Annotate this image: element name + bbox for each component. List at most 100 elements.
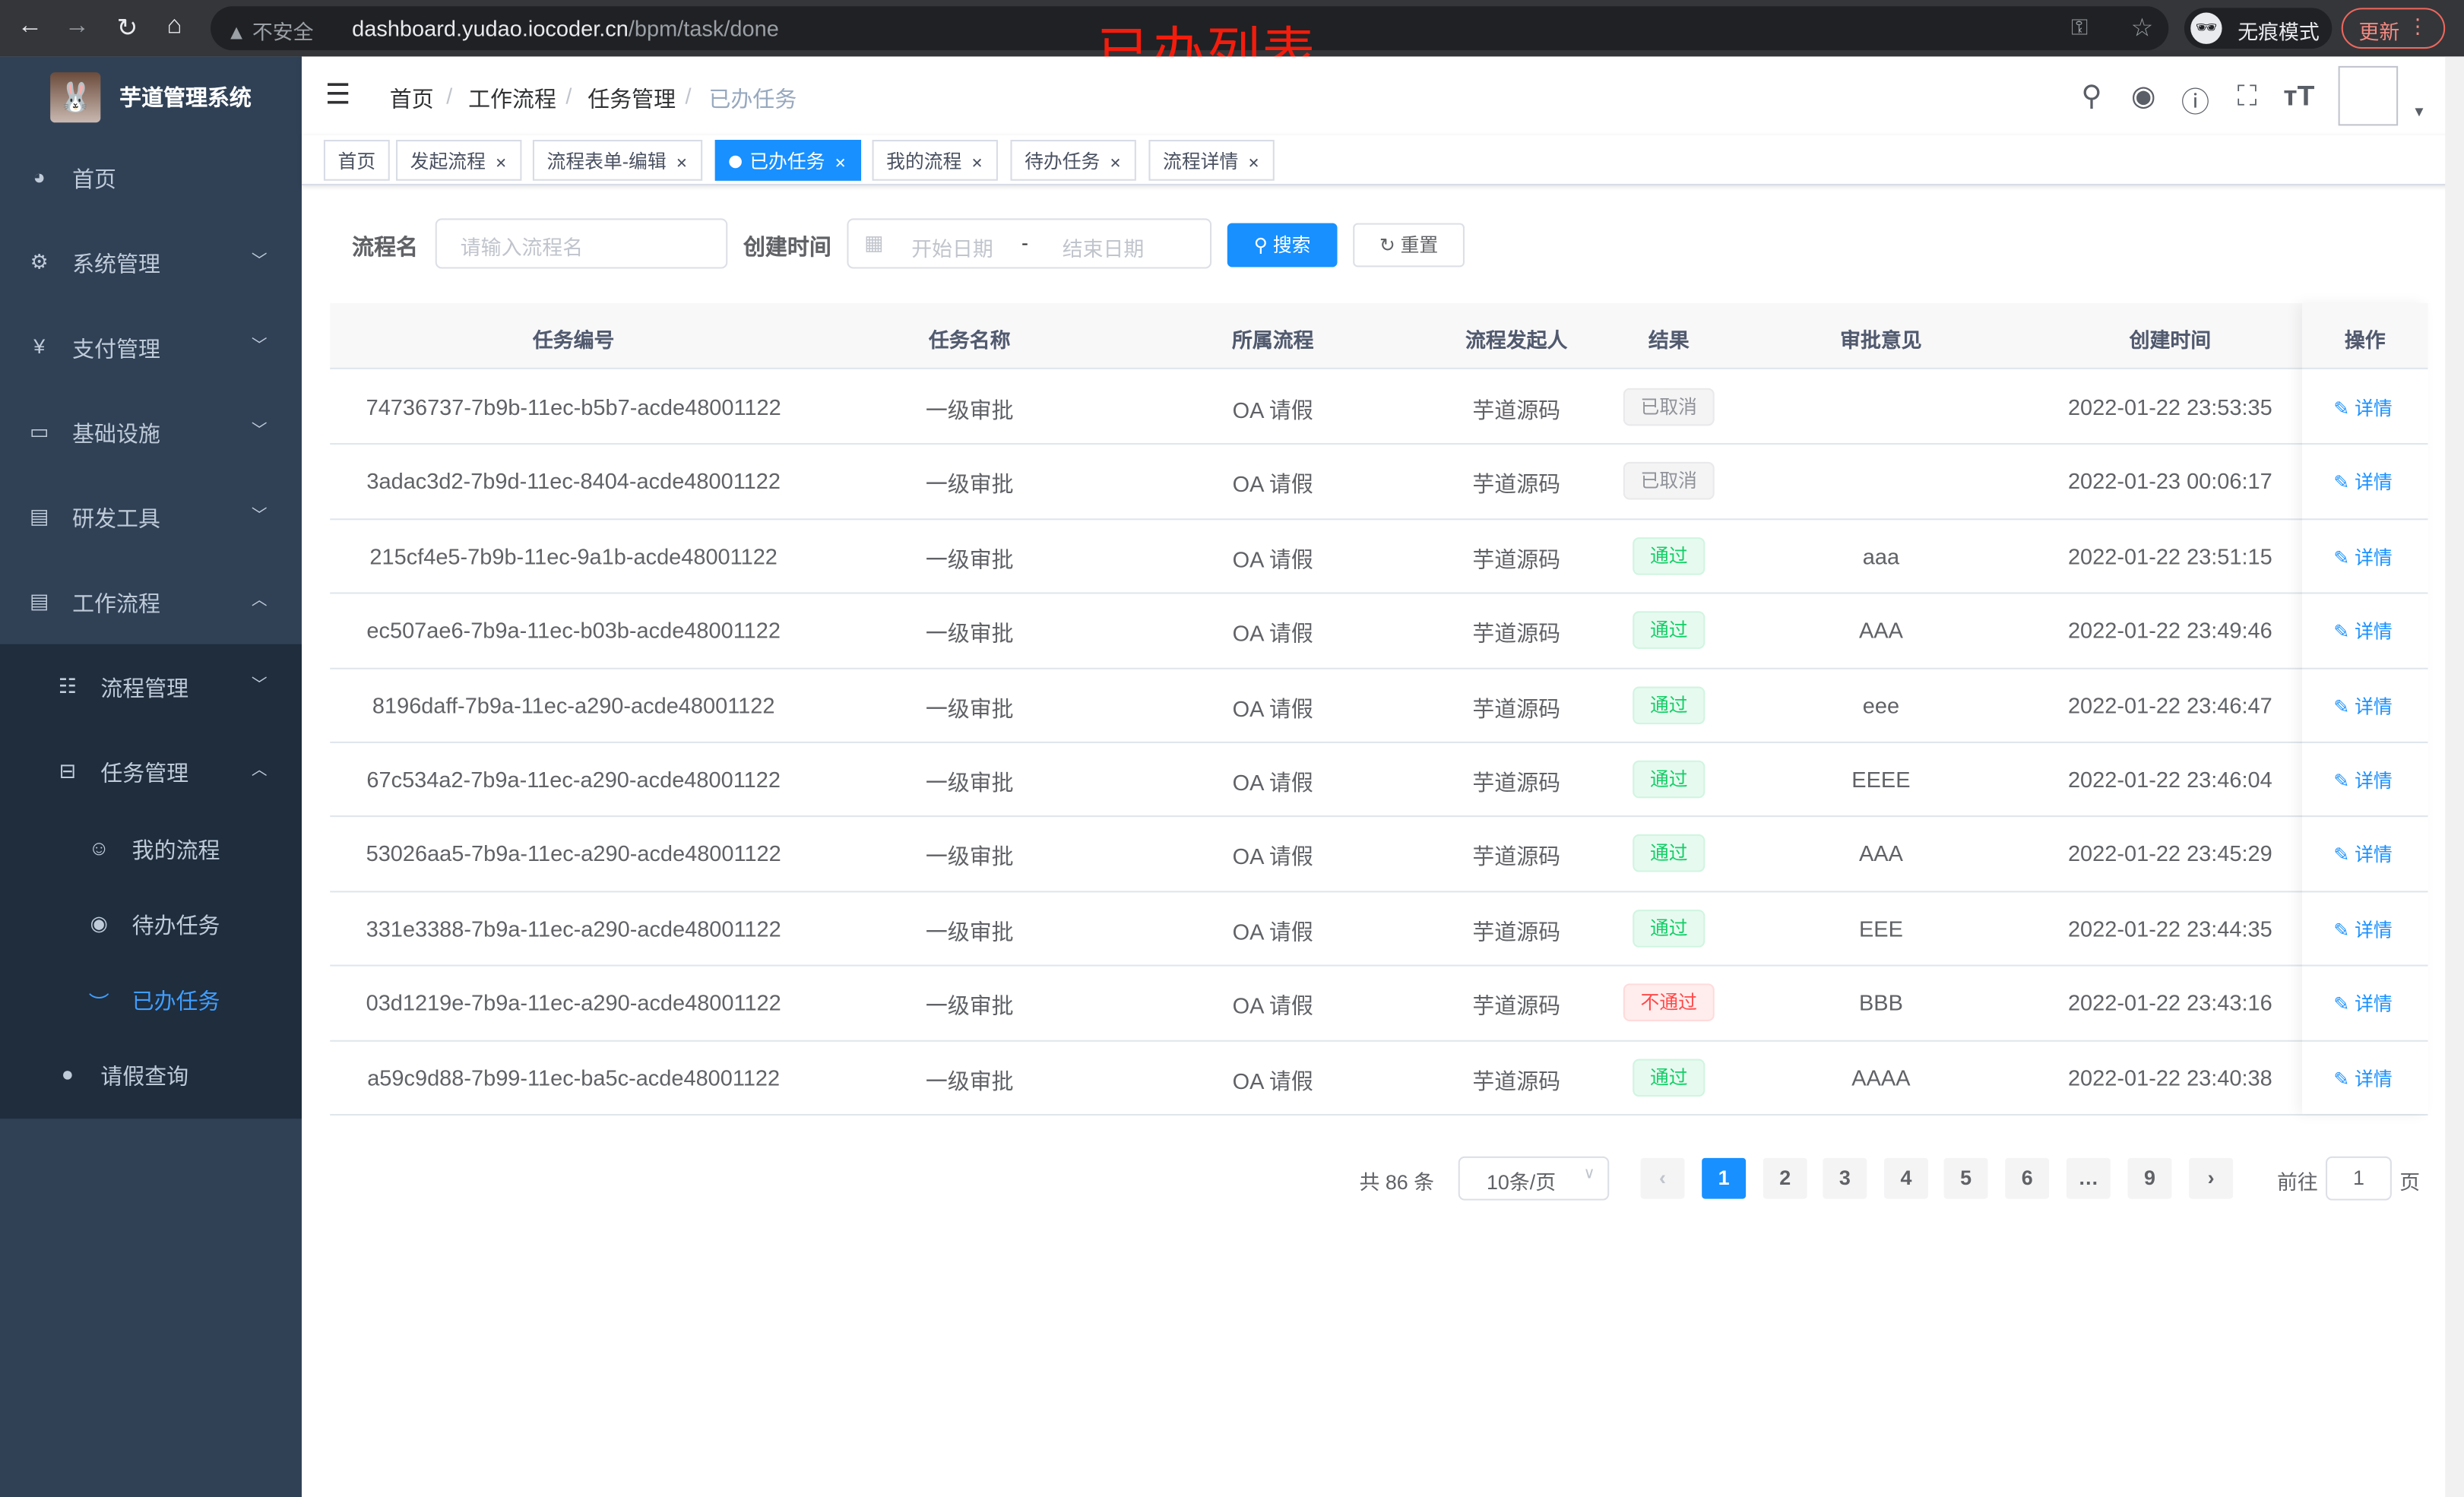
sidebar-item[interactable]: ⊟ 任务管理 ︿: [0, 729, 302, 814]
monitor-icon: ▭: [29, 419, 49, 444]
page-button[interactable]: 3: [1823, 1157, 1867, 1199]
star-icon[interactable]: ☆: [2130, 15, 2154, 43]
prev-page-button[interactable]: ‹: [1640, 1157, 1685, 1199]
page-button[interactable]: 9: [2127, 1157, 2172, 1199]
detail-button[interactable]: ✎ 详情: [2333, 692, 2392, 719]
close-icon[interactable]: ✕: [1247, 155, 1260, 172]
sidebar-item[interactable]: ¥ 支付管理 ﹀: [0, 305, 302, 390]
avatar[interactable]: [2338, 65, 2399, 126]
detail-button[interactable]: ✎ 详情: [2333, 990, 2392, 1017]
back-icon[interactable]: ←: [17, 12, 43, 40]
help-icon[interactable]: ⓘ: [2181, 86, 2210, 119]
detail-button[interactable]: ✎ 详情: [2333, 469, 2392, 495]
breadcrumb-item[interactable]: 首页: [389, 86, 434, 112]
detail-label: 详情: [2355, 472, 2393, 495]
reset-button[interactable]: ↻ 重置: [1353, 223, 1465, 267]
tab-item[interactable]: 待办任务 ✕: [1010, 140, 1135, 181]
result-tag: 通过: [1633, 685, 1705, 724]
create-time-label: 创建时间: [743, 234, 831, 260]
sidebar-item[interactable]: ● 请假查询: [0, 1037, 302, 1112]
search-button[interactable]: ⚲ 搜索: [1227, 223, 1338, 267]
cell-time: 2022-01-22 23:46:47: [2067, 692, 2272, 718]
tab-item[interactable]: 我的流程 ✕: [872, 140, 998, 181]
insecure-indicator[interactable]: ▲ 不安全: [226, 20, 314, 44]
sidebar-item[interactable]: ︶ 已办任务: [0, 961, 302, 1037]
date-range-picker[interactable]: ▦ 开始日期 - 结束日期: [847, 218, 1212, 269]
reload-icon[interactable]: ↻: [116, 15, 138, 43]
search-icon[interactable]: ⚲: [2081, 80, 2102, 112]
detail-button[interactable]: ✎ 详情: [2333, 841, 2392, 868]
sidebar-item[interactable]: ☷ 流程管理 ﹀: [0, 644, 302, 730]
goto-page-input[interactable]: 1: [2326, 1156, 2392, 1201]
table-row: ec507ae6-7b9a-11ec-b03b-acde48001122 一级审批…: [330, 594, 2428, 669]
cell-process: OA 请假: [1232, 1068, 1313, 1093]
page-button[interactable]: 1: [1702, 1157, 1747, 1199]
page-button[interactable]: 6: [2005, 1157, 2050, 1199]
forward-icon[interactable]: →: [64, 12, 90, 40]
cell-comment: EEE: [1858, 915, 1903, 942]
breadcrumb-item[interactable]: 任务管理: [587, 86, 676, 112]
page-button[interactable]: …: [2066, 1157, 2111, 1199]
edit-icon: ✎: [2333, 770, 2355, 793]
breadcrumb-item[interactable]: 工作流程: [468, 86, 556, 112]
next-page-button[interactable]: ›: [2189, 1157, 2234, 1199]
detail-button[interactable]: ✎ 详情: [2333, 543, 2392, 570]
process-name-placeholder: 请输入流程名: [460, 236, 584, 260]
cell-time: 2022-01-22 23:44:35: [2067, 915, 2272, 942]
tab-item[interactable]: 流程详情 ✕: [1148, 140, 1274, 181]
scrollbar[interactable]: [2445, 56, 2464, 1497]
page-button[interactable]: 2: [1762, 1157, 1807, 1199]
detail-button[interactable]: ✎ 详情: [2333, 618, 2392, 644]
table-row: 53026aa5-7b9a-11ec-a290-acde48001122 一级审批…: [330, 818, 2428, 892]
detail-label: 详情: [2355, 621, 2393, 644]
table-row: 331e3388-7b9a-11ec-a290-acde48001122 一级审批…: [330, 892, 2428, 967]
fullscreen-icon[interactable]: ⛶: [2237, 80, 2257, 112]
detail-button[interactable]: ✎ 详情: [2333, 767, 2392, 793]
page-button[interactable]: 4: [1884, 1157, 1928, 1199]
page-button[interactable]: 5: [1943, 1157, 1988, 1199]
start-date-input[interactable]: 开始日期: [911, 237, 993, 261]
column-header: 任务编号: [532, 328, 615, 353]
sidebar-item[interactable]: ▤ 研发工具 ﹀: [0, 474, 302, 559]
sidebar-item[interactable]: ▭ 基础设施 ﹀: [0, 390, 302, 475]
detail-button[interactable]: ✎ 详情: [2333, 1065, 2392, 1091]
tab-item[interactable]: 流程表单-编辑 ✕: [532, 140, 702, 181]
cell-process: OA 请假: [1232, 621, 1313, 647]
update-button[interactable]: 更新 ⋮: [2341, 8, 2446, 49]
font-size-icon[interactable]: тT: [2283, 80, 2315, 112]
result-tag: 已取消: [1623, 388, 1715, 426]
close-icon[interactable]: ✕: [834, 155, 847, 172]
cell-name: 一级审批: [925, 1068, 1014, 1093]
sidebar-item[interactable]: ◕ 首页: [0, 135, 302, 220]
github-icon[interactable]: ◉: [2130, 80, 2156, 112]
cell-id: 3adac3d2-7b9d-11ec-8404-acde48001122: [366, 468, 781, 495]
key-icon[interactable]: ⚿: [2071, 14, 2089, 40]
column-header: 所属流程: [1231, 328, 1314, 353]
sidebar-item[interactable]: ◉ 待办任务: [0, 886, 302, 961]
browser-toolbar: ← → ↻ ⌂ ▲ 不安全 dashboard.yudao.iocoder.cn…: [0, 0, 2464, 57]
tab-item[interactable]: 发起流程 ✕: [396, 140, 521, 181]
tab-item[interactable]: 已办任务 ✕: [714, 140, 861, 181]
close-icon[interactable]: ✕: [676, 155, 688, 172]
hamburger-icon[interactable]: ☰: [325, 78, 351, 110]
sidebar-item-label: 我的流程: [131, 837, 220, 863]
caret-down-icon[interactable]: ▼: [2412, 103, 2427, 120]
page-size-select[interactable]: 10条/页 ∨: [1458, 1156, 1610, 1201]
detail-button[interactable]: ✎ 详情: [2333, 394, 2392, 421]
cell-name: 一级审批: [925, 993, 1014, 1019]
home-icon[interactable]: ⌂: [166, 12, 182, 40]
sidebar-item[interactable]: ⚙ 系统管理 ﹀: [0, 220, 302, 305]
end-date-input[interactable]: 结束日期: [1062, 237, 1145, 261]
close-icon[interactable]: ✕: [971, 155, 983, 172]
address-bar[interactable]: ▲ 不安全 dashboard.yudao.iocoder.cn/bpm/tas…: [211, 6, 2169, 51]
close-icon[interactable]: ✕: [1109, 155, 1122, 172]
sidebar-item[interactable]: ☺ 我的流程: [0, 811, 302, 886]
tab-item[interactable]: 首页: [323, 140, 390, 181]
cell-starter: 芋道源码: [1472, 1068, 1561, 1093]
incognito-badge[interactable]: 🕶 无痕模式: [2184, 8, 2333, 49]
cell-id: 53026aa5-7b9a-11ec-a290-acde48001122: [366, 840, 781, 867]
process-name-input[interactable]: 请输入流程名: [435, 218, 728, 269]
sidebar-item[interactable]: ▤ 工作流程 ︿: [0, 559, 302, 644]
close-icon[interactable]: ✕: [495, 155, 507, 172]
detail-button[interactable]: ✎ 详情: [2333, 916, 2392, 942]
